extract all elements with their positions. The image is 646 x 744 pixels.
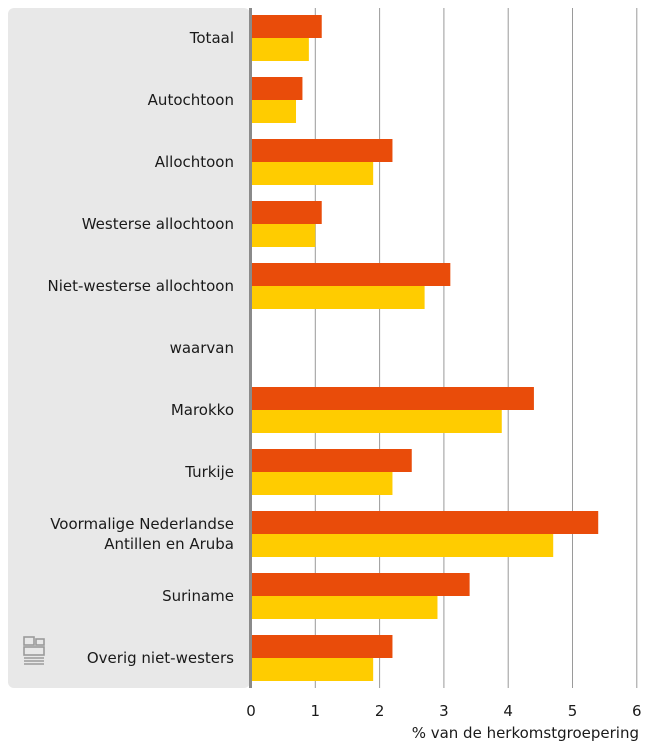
bar: [251, 410, 502, 433]
x-tick-label: 3: [439, 702, 449, 720]
x-tick-label: 2: [375, 702, 385, 720]
bar: [251, 224, 316, 247]
x-tick-label: 6: [632, 702, 642, 720]
category-label: Niet-westerse allochtoon: [47, 277, 234, 295]
category-label: Overig niet-westers: [87, 649, 234, 667]
bar: [251, 263, 451, 286]
x-axis-label: % van de herkomstgroepering: [412, 724, 639, 742]
category-label: Marokko: [171, 401, 234, 419]
category-label: Westerse allochtoon: [82, 215, 234, 233]
bar: [251, 162, 374, 185]
bar: [251, 534, 554, 557]
category-label: Antillen en Aruba: [104, 535, 234, 553]
bar: [251, 511, 599, 534]
bar: [251, 472, 393, 495]
bar: [251, 286, 425, 309]
bar: [251, 658, 374, 681]
x-tick-label: 0: [246, 702, 256, 720]
bar: [251, 596, 438, 619]
category-label: Allochtoon: [155, 153, 234, 171]
category-label: Voormalige Nederlandse: [50, 515, 234, 533]
bar: [251, 449, 412, 472]
bar: [251, 100, 297, 123]
label-panel: [8, 8, 250, 688]
x-tick-label: 5: [568, 702, 578, 720]
bar: [251, 139, 393, 162]
category-label: Totaal: [189, 29, 234, 47]
category-labels: Totaal Autochtoon Allochtoon Westerse alloc…: [47, 29, 234, 667]
bar: [251, 77, 303, 100]
x-tick-label: 1: [311, 702, 321, 720]
bars: [251, 15, 599, 681]
x-tick-labels: 0 1 2 3 4 5 6: [246, 702, 641, 720]
x-tick-label: 4: [503, 702, 513, 720]
category-label: Suriname: [162, 587, 234, 605]
bar: [251, 201, 322, 224]
cbs-logo: [23, 636, 45, 665]
bar: [251, 15, 322, 38]
category-label: waarvan: [170, 339, 234, 357]
bar: [251, 635, 393, 658]
bar: [251, 387, 534, 410]
category-label: Autochtoon: [148, 91, 234, 109]
category-label: Turkije: [184, 463, 234, 481]
bar: [251, 38, 309, 61]
y-axis-line: [249, 8, 252, 688]
bar: [251, 573, 470, 596]
